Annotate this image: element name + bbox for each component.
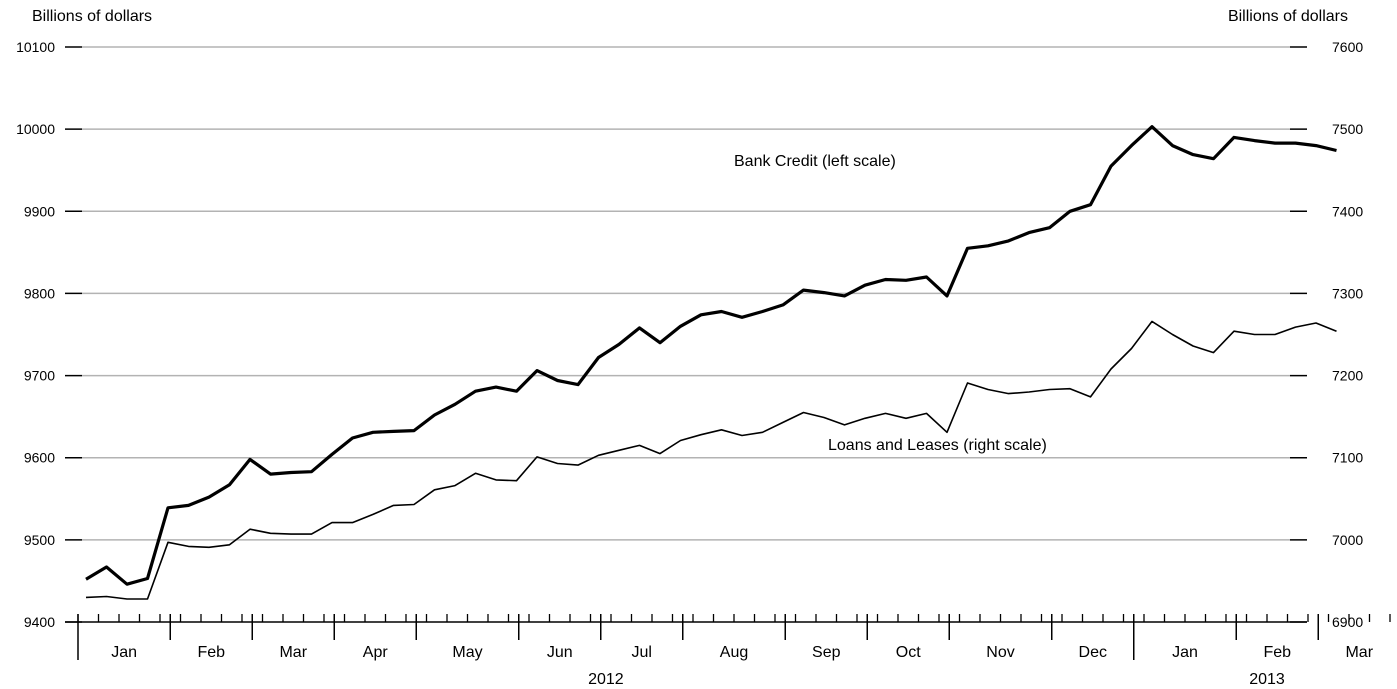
loans-and-leases-line bbox=[85, 320, 1337, 600]
right-tick-label: 7500 bbox=[1332, 121, 1363, 137]
series-lines bbox=[85, 125, 1337, 600]
left-tick-label: 9800 bbox=[24, 285, 55, 301]
month-label: Jul bbox=[632, 644, 652, 661]
year-label: 2013 bbox=[1249, 671, 1285, 688]
month-label: Feb bbox=[1263, 644, 1291, 661]
left-tick-label: 9900 bbox=[24, 203, 55, 219]
month-label: May bbox=[452, 644, 482, 661]
month-label: Mar bbox=[1345, 644, 1373, 661]
left-tick-label: 9600 bbox=[24, 450, 55, 466]
right-tick-label: 6900 bbox=[1332, 614, 1363, 630]
left-tick-label: 10100 bbox=[16, 39, 55, 55]
series-label-loans-and-leases: Loans and Leases (right scale) bbox=[828, 437, 1047, 454]
month-label: Oct bbox=[896, 644, 921, 661]
month-label: Sep bbox=[812, 644, 841, 661]
month-label: Mar bbox=[279, 644, 307, 661]
left-axis: 9400 9500 9600 9700 9800 9900 10000 10100 bbox=[16, 39, 82, 630]
right-axis: 6900 7000 7100 7200 7300 7400 7500 7600 bbox=[1290, 39, 1363, 630]
month-label: Aug bbox=[720, 644, 748, 661]
right-axis-unit-label: Billions of dollars bbox=[1227, 8, 1348, 25]
right-tick-label: 7100 bbox=[1332, 450, 1363, 466]
month-label: Jan bbox=[1172, 644, 1198, 661]
year-label: 2012 bbox=[588, 671, 624, 688]
month-label: Dec bbox=[1079, 644, 1107, 661]
right-tick-label: 7400 bbox=[1332, 203, 1363, 219]
month-label: Jan bbox=[111, 644, 137, 661]
month-label: Feb bbox=[197, 644, 225, 661]
left-tick-label: 9500 bbox=[24, 532, 55, 548]
left-tick-label: 9700 bbox=[24, 368, 55, 384]
series-label-bank-credit: Bank Credit (left scale) bbox=[734, 153, 896, 170]
left-axis-unit-label: Billions of dollars bbox=[32, 8, 153, 25]
left-tick-label: 9400 bbox=[24, 614, 55, 630]
right-tick-label: 7600 bbox=[1332, 39, 1363, 55]
right-tick-label: 7000 bbox=[1332, 532, 1363, 548]
month-label: Apr bbox=[363, 644, 389, 661]
gridlines bbox=[82, 46, 1290, 541]
x-axis: Jan Feb Mar Apr May Jun Jul Aug Sep Oct Nov Dec Jan F… bbox=[65, 614, 1391, 688]
month-label: Jun bbox=[547, 644, 573, 661]
left-tick-label: 10000 bbox=[16, 121, 55, 137]
right-tick-label: 7300 bbox=[1332, 285, 1363, 301]
bank-credit-line bbox=[85, 125, 1337, 586]
month-label: Nov bbox=[986, 644, 1014, 661]
right-tick-label: 7200 bbox=[1332, 368, 1363, 384]
